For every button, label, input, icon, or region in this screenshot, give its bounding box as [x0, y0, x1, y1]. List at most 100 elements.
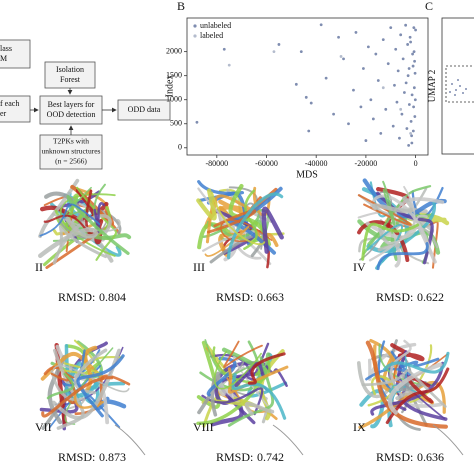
ribbon — [205, 194, 253, 244]
ribbon — [214, 350, 262, 390]
box-text: er — [0, 109, 7, 118]
rmsd-label: RMSD: — [216, 290, 253, 304]
ribbon — [51, 348, 121, 420]
ribbon — [50, 370, 86, 402]
point — [396, 69, 400, 73]
point — [339, 55, 343, 58]
point — [381, 86, 385, 90]
x-tick-label: -80000 — [205, 159, 228, 168]
point — [332, 112, 335, 116]
point — [294, 82, 298, 86]
ribbon — [206, 356, 237, 397]
ribbon — [226, 192, 284, 260]
legend-label: unlabeled — [200, 21, 231, 30]
ribbon — [58, 225, 108, 259]
protein-structure — [39, 339, 146, 456]
plot-frame — [186, 17, 429, 156]
point — [411, 64, 415, 68]
structure-label: IX — [353, 420, 366, 434]
point — [299, 50, 303, 54]
point — [412, 86, 416, 90]
point — [401, 57, 405, 61]
panel-label: B — [177, 0, 185, 13]
point — [399, 33, 403, 37]
point — [364, 139, 368, 142]
ribbon — [385, 367, 450, 425]
structure-label: II — [35, 260, 43, 274]
scatter-plot: B Index MDS -80000 -60000 -40000 -20000 0 0 50… — [164, 0, 429, 180]
point — [374, 52, 378, 56]
x-tick-label: -20000 — [355, 159, 378, 168]
point — [412, 105, 415, 109]
ribbon — [227, 186, 283, 255]
ribbon — [206, 209, 257, 234]
point — [369, 98, 373, 102]
legend-label: labeled — [200, 31, 223, 40]
protein-structure — [357, 338, 464, 456]
flowchart: lass M Isolation Forest f each er Best l… — [0, 39, 171, 170]
point — [404, 23, 408, 27]
point — [393, 83, 396, 87]
box — [39, 95, 103, 125]
tail — [432, 424, 464, 456]
point — [410, 93, 414, 97]
ribbon — [365, 350, 412, 381]
ribbon — [261, 206, 284, 254]
y-tick-label: 500 — [170, 119, 182, 128]
ribbon — [389, 339, 412, 397]
panel-c: C UMAP 2 — [425, 0, 474, 155]
ribbon — [52, 348, 85, 430]
box-text: Forest — [60, 75, 81, 84]
structure-label: VII — [35, 420, 52, 434]
ribbon — [357, 220, 410, 263]
ribbon — [371, 195, 415, 214]
axis-label: UMAP 2 — [427, 70, 437, 102]
ribbon — [76, 186, 118, 261]
ribbon — [376, 242, 429, 271]
ribbon — [247, 352, 286, 385]
ribbon — [38, 178, 80, 239]
ribbon — [365, 221, 437, 264]
protein-structure — [38, 178, 132, 269]
y-axis-label: Index — [164, 75, 175, 98]
protein-structure — [196, 180, 285, 269]
point — [337, 35, 340, 39]
ribbon — [197, 187, 256, 252]
ribbon — [210, 382, 244, 427]
point — [409, 131, 413, 135]
legend-marker — [193, 34, 197, 38]
ribbon — [252, 186, 271, 217]
plot-frame — [441, 17, 474, 155]
point — [410, 134, 414, 138]
protein-structure — [196, 339, 304, 456]
rmsd-label: RMSD: — [58, 290, 95, 304]
point — [391, 124, 395, 128]
point — [277, 43, 281, 46]
ribbon — [204, 225, 250, 257]
box-text: f each — [0, 99, 19, 108]
point — [386, 62, 390, 66]
point — [411, 129, 415, 133]
tail — [114, 424, 146, 456]
point — [412, 50, 416, 54]
rmsd-value: 0.636 — [417, 450, 444, 464]
ribbon — [227, 365, 289, 394]
rmsd-value: 0.873 — [99, 450, 126, 464]
ribbon — [46, 372, 75, 400]
ribbon — [59, 193, 116, 257]
ribbon — [52, 214, 112, 265]
box — [39, 134, 103, 170]
box — [0, 95, 31, 123]
point — [407, 103, 411, 106]
ribbon — [361, 222, 420, 261]
box-text: (n = 2566) — [55, 157, 87, 166]
y-tick-label: 1500 — [166, 71, 182, 80]
box-text: unknown structures — [42, 147, 101, 156]
structure-label: IV — [353, 260, 366, 274]
ribbon — [365, 340, 448, 429]
point — [381, 38, 385, 42]
y-tick-label: 2000 — [166, 46, 182, 55]
ribbon — [76, 354, 125, 418]
ribbon — [201, 387, 264, 416]
